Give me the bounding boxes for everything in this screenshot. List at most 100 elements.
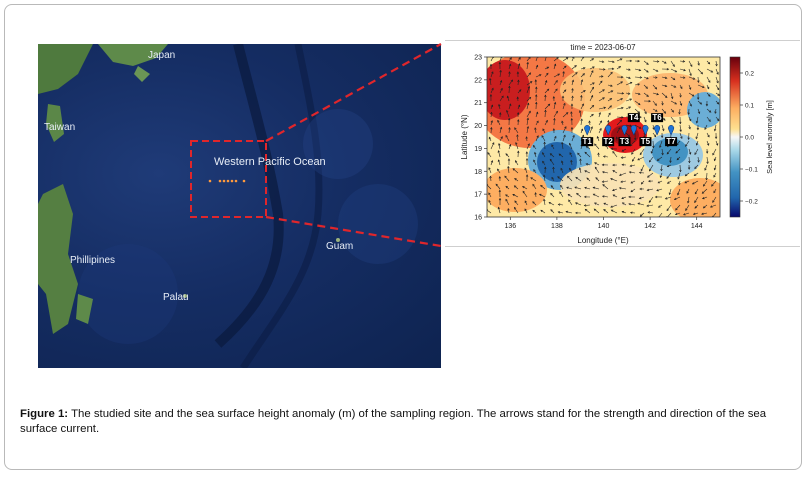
current-arrow-head xyxy=(517,150,520,154)
current-arrow xyxy=(676,140,681,146)
current-arrow xyxy=(488,167,492,174)
current-arrow-head xyxy=(593,202,597,205)
current-arrow xyxy=(652,124,655,130)
current-arrow xyxy=(515,160,519,166)
current-arrow xyxy=(625,92,630,95)
current-arrow-head xyxy=(679,103,683,106)
current-arrow-head xyxy=(674,212,678,216)
current-arrow-head xyxy=(558,153,562,156)
current-arrow xyxy=(688,60,693,67)
y-ticks: 16 17 18 19 20 21 22 23 xyxy=(474,55,487,222)
current-arrow xyxy=(580,95,582,102)
current-arrow-head xyxy=(595,177,598,180)
current-arrow xyxy=(649,156,654,163)
current-arrow-head xyxy=(489,175,492,179)
current-arrow-head xyxy=(532,201,535,204)
current-arrow xyxy=(687,196,690,203)
current-arrow-head xyxy=(601,60,605,63)
current-arrow xyxy=(679,132,683,139)
current-arrow xyxy=(544,66,549,70)
current-arrow xyxy=(517,57,521,62)
current-arrow-head xyxy=(497,159,501,162)
current-arrow-head xyxy=(514,200,517,203)
current-arrow xyxy=(579,167,582,174)
current-arrow xyxy=(667,180,672,184)
current-arrow-head xyxy=(666,67,670,71)
current-arrow xyxy=(715,100,720,105)
current-arrow-head xyxy=(590,126,593,129)
current-arrow xyxy=(598,128,602,134)
current-arrow-head xyxy=(570,117,574,121)
current-arrow xyxy=(697,76,699,83)
current-arrow xyxy=(634,83,640,86)
current-arrow-head xyxy=(692,212,696,216)
current-arrow xyxy=(694,204,699,209)
current-arrow xyxy=(562,89,567,94)
current-arrow xyxy=(674,196,681,200)
y-tick-label: 18 xyxy=(474,169,482,176)
current-arrow xyxy=(630,180,636,184)
station-label: T3 xyxy=(620,137,630,146)
current-arrow-head xyxy=(574,65,577,68)
current-arrow xyxy=(625,106,631,110)
current-arrow-head xyxy=(498,197,502,201)
current-arrow xyxy=(498,143,501,150)
current-arrow-head xyxy=(684,181,687,184)
current-arrow-head xyxy=(708,119,711,122)
current-arrow xyxy=(535,120,539,126)
current-arrow-head xyxy=(499,112,502,115)
current-arrow-head xyxy=(683,213,686,216)
current-arrow xyxy=(702,196,708,199)
current-arrow xyxy=(602,180,609,183)
current-arrow xyxy=(595,177,600,182)
current-arrow xyxy=(577,152,582,158)
current-arrow-head xyxy=(672,77,676,81)
current-arrow-head xyxy=(629,98,633,101)
current-arrow xyxy=(487,152,492,158)
current-arrow-head xyxy=(513,206,517,210)
current-arrow xyxy=(712,148,717,156)
current-arrow-head xyxy=(575,176,578,180)
current-arrow xyxy=(616,58,623,62)
current-arrow xyxy=(666,204,672,211)
current-arrow-head xyxy=(630,189,634,193)
caption-label: Figure 1: xyxy=(20,408,69,420)
label-ocean: Western Pacific Ocean xyxy=(214,156,326,168)
current-arrow-head xyxy=(570,159,573,163)
current-arrow-head xyxy=(656,158,660,161)
current-arrow xyxy=(612,188,618,191)
current-arrow-head xyxy=(664,61,667,64)
current-arrow xyxy=(602,184,609,190)
current-arrow-head xyxy=(690,64,693,68)
current-arrow xyxy=(535,57,538,62)
current-arrow-head xyxy=(599,127,602,131)
current-arrow xyxy=(553,167,555,174)
current-arrow xyxy=(706,68,713,73)
current-arrow xyxy=(611,209,618,214)
current-arrow xyxy=(508,79,513,86)
current-arrow-head xyxy=(715,143,719,146)
current-arrow-head xyxy=(656,92,660,96)
current-arrow xyxy=(634,68,641,71)
station-marker xyxy=(621,125,628,136)
x-tick-label: 136 xyxy=(504,223,516,230)
current-arrow xyxy=(543,199,546,206)
current-arrow xyxy=(715,76,719,84)
current-arrow-head xyxy=(639,76,643,79)
current-arrow xyxy=(504,175,510,182)
current-arrow xyxy=(607,105,612,110)
current-arrow-head xyxy=(679,169,682,173)
current-arrow xyxy=(580,128,583,134)
current-arrow-head xyxy=(689,73,692,77)
current-arrow-head xyxy=(693,173,697,176)
current-arrow xyxy=(586,146,591,150)
current-arrow-head xyxy=(514,127,517,130)
panel-rule-top xyxy=(445,40,800,41)
current-arrow-head xyxy=(675,207,678,211)
station-marker xyxy=(605,125,612,136)
current-arrow-head xyxy=(572,57,575,59)
label-palau: Palau xyxy=(163,292,189,303)
current-arrow xyxy=(658,204,663,208)
current-arrow-head xyxy=(637,102,641,106)
current-arrow xyxy=(532,210,537,214)
